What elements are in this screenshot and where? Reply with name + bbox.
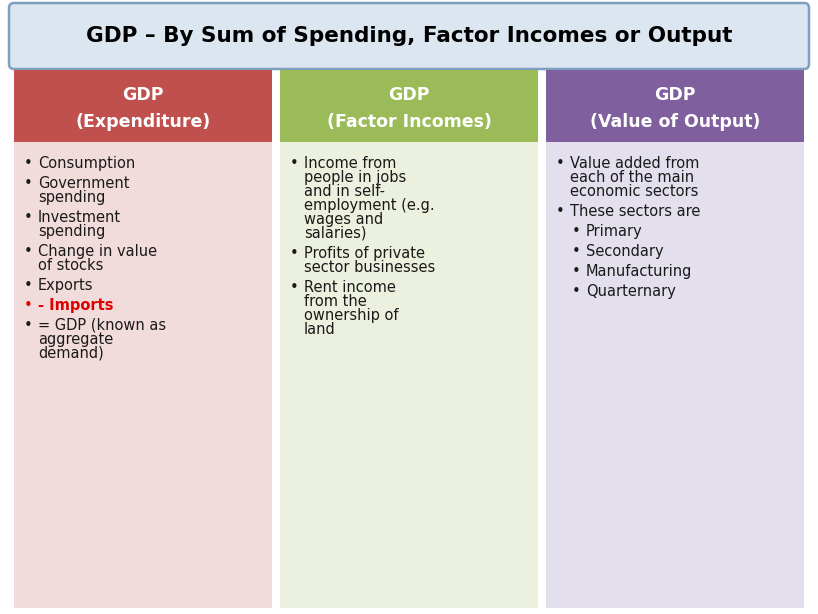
Text: spending: spending	[38, 190, 106, 205]
Text: •: •	[24, 176, 33, 191]
FancyBboxPatch shape	[546, 70, 804, 142]
Text: = GDP (known as: = GDP (known as	[38, 318, 166, 333]
Text: aggregate: aggregate	[38, 332, 113, 347]
FancyBboxPatch shape	[546, 142, 804, 608]
Text: GDP: GDP	[389, 86, 429, 104]
Text: Rent income: Rent income	[304, 280, 396, 295]
Text: Consumption: Consumption	[38, 156, 135, 171]
Text: •: •	[556, 204, 564, 219]
Text: Change in value: Change in value	[38, 244, 157, 259]
Text: - Imports: - Imports	[38, 298, 114, 313]
Text: Investment: Investment	[38, 210, 121, 225]
Text: •: •	[24, 278, 33, 293]
Text: sector businesses: sector businesses	[304, 260, 435, 275]
Text: •: •	[290, 280, 299, 295]
Text: •: •	[24, 318, 33, 333]
Text: wages and: wages and	[304, 212, 384, 227]
Text: •: •	[290, 156, 299, 171]
Text: from the: from the	[304, 294, 366, 309]
Text: employment (e.g.: employment (e.g.	[304, 198, 434, 213]
Text: •: •	[24, 244, 33, 259]
Text: spending: spending	[38, 224, 106, 239]
Text: demand): demand)	[38, 346, 104, 361]
Text: economic sectors: economic sectors	[570, 184, 699, 199]
Text: •: •	[556, 156, 564, 171]
Text: Profits of private: Profits of private	[304, 246, 425, 261]
Text: salaries): salaries)	[304, 226, 366, 241]
Text: •: •	[572, 284, 581, 299]
Text: land: land	[304, 322, 335, 337]
Text: •: •	[24, 210, 33, 225]
Text: each of the main: each of the main	[570, 170, 694, 185]
FancyBboxPatch shape	[14, 142, 272, 608]
FancyBboxPatch shape	[280, 70, 538, 142]
Text: Income from: Income from	[304, 156, 397, 171]
Text: Exports: Exports	[38, 278, 93, 293]
Text: (Value of Output): (Value of Output)	[590, 113, 760, 131]
Text: •: •	[572, 224, 581, 239]
Text: and in self-: and in self-	[304, 184, 385, 199]
Text: Government: Government	[38, 176, 129, 191]
FancyBboxPatch shape	[9, 3, 809, 69]
Text: •: •	[572, 244, 581, 259]
FancyBboxPatch shape	[14, 70, 272, 142]
Text: (Expenditure): (Expenditure)	[75, 113, 210, 131]
Text: •: •	[290, 246, 299, 261]
Text: Value added from: Value added from	[570, 156, 699, 171]
Text: Manufacturing: Manufacturing	[586, 264, 692, 279]
Text: GDP: GDP	[122, 86, 164, 104]
Text: •: •	[24, 156, 33, 171]
Text: Secondary: Secondary	[586, 244, 663, 259]
Text: These sectors are: These sectors are	[570, 204, 700, 219]
Text: GDP – By Sum of Spending, Factor Incomes or Output: GDP – By Sum of Spending, Factor Incomes…	[86, 26, 732, 46]
Text: people in jobs: people in jobs	[304, 170, 407, 185]
Text: Primary: Primary	[586, 224, 643, 239]
Text: •: •	[24, 298, 33, 313]
Text: Quarternary: Quarternary	[586, 284, 676, 299]
Text: GDP: GDP	[654, 86, 696, 104]
Text: (Factor Incomes): (Factor Incomes)	[326, 113, 492, 131]
FancyBboxPatch shape	[280, 142, 538, 608]
Text: •: •	[572, 264, 581, 279]
Text: ownership of: ownership of	[304, 308, 398, 323]
Text: of stocks: of stocks	[38, 258, 103, 273]
